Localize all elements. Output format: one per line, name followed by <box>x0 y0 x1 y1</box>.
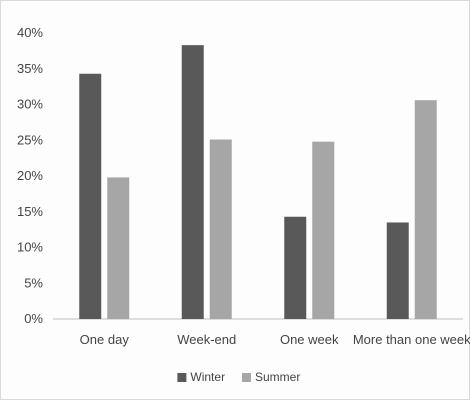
x-category-label: More than one week <box>353 332 470 347</box>
bar-summer-1 <box>107 177 130 319</box>
bar-winter-3 <box>284 216 307 319</box>
y-tick-label: 30% <box>17 97 43 112</box>
y-tick-label: 20% <box>17 168 43 183</box>
bars <box>79 45 437 320</box>
bar-summer-3 <box>312 141 335 319</box>
y-tick-label: 35% <box>17 61 43 76</box>
legend: Winter Summer <box>177 370 300 384</box>
bar-summer-4 <box>414 100 437 320</box>
bar-winter-1 <box>79 73 102 319</box>
y-tick-label: 25% <box>17 132 43 147</box>
y-tick-label: 10% <box>17 240 43 255</box>
x-axis: One day Week-end One week More than one wee… <box>80 332 470 347</box>
x-category-label: One week <box>280 332 339 347</box>
y-tick-label: 40% <box>17 25 43 40</box>
legend-swatch-winter <box>177 373 187 382</box>
legend-label-winter: Winter <box>190 370 225 384</box>
y-tick-label: 15% <box>17 204 43 219</box>
y-tick-label: 5% <box>24 275 43 290</box>
x-category-label: Week-end <box>177 332 236 347</box>
bar-winter-4 <box>386 222 409 319</box>
bar-winter-2 <box>181 45 204 319</box>
y-axis: 0% 5% 10% 15% 20% 25% 30% 35% 40% <box>17 25 43 326</box>
legend-label-summer: Summer <box>255 370 300 384</box>
y-tick-label: 0% <box>24 311 43 326</box>
bar-summer-2 <box>209 139 232 319</box>
legend-swatch-summer <box>242 373 251 382</box>
x-category-label: One day <box>80 332 130 347</box>
